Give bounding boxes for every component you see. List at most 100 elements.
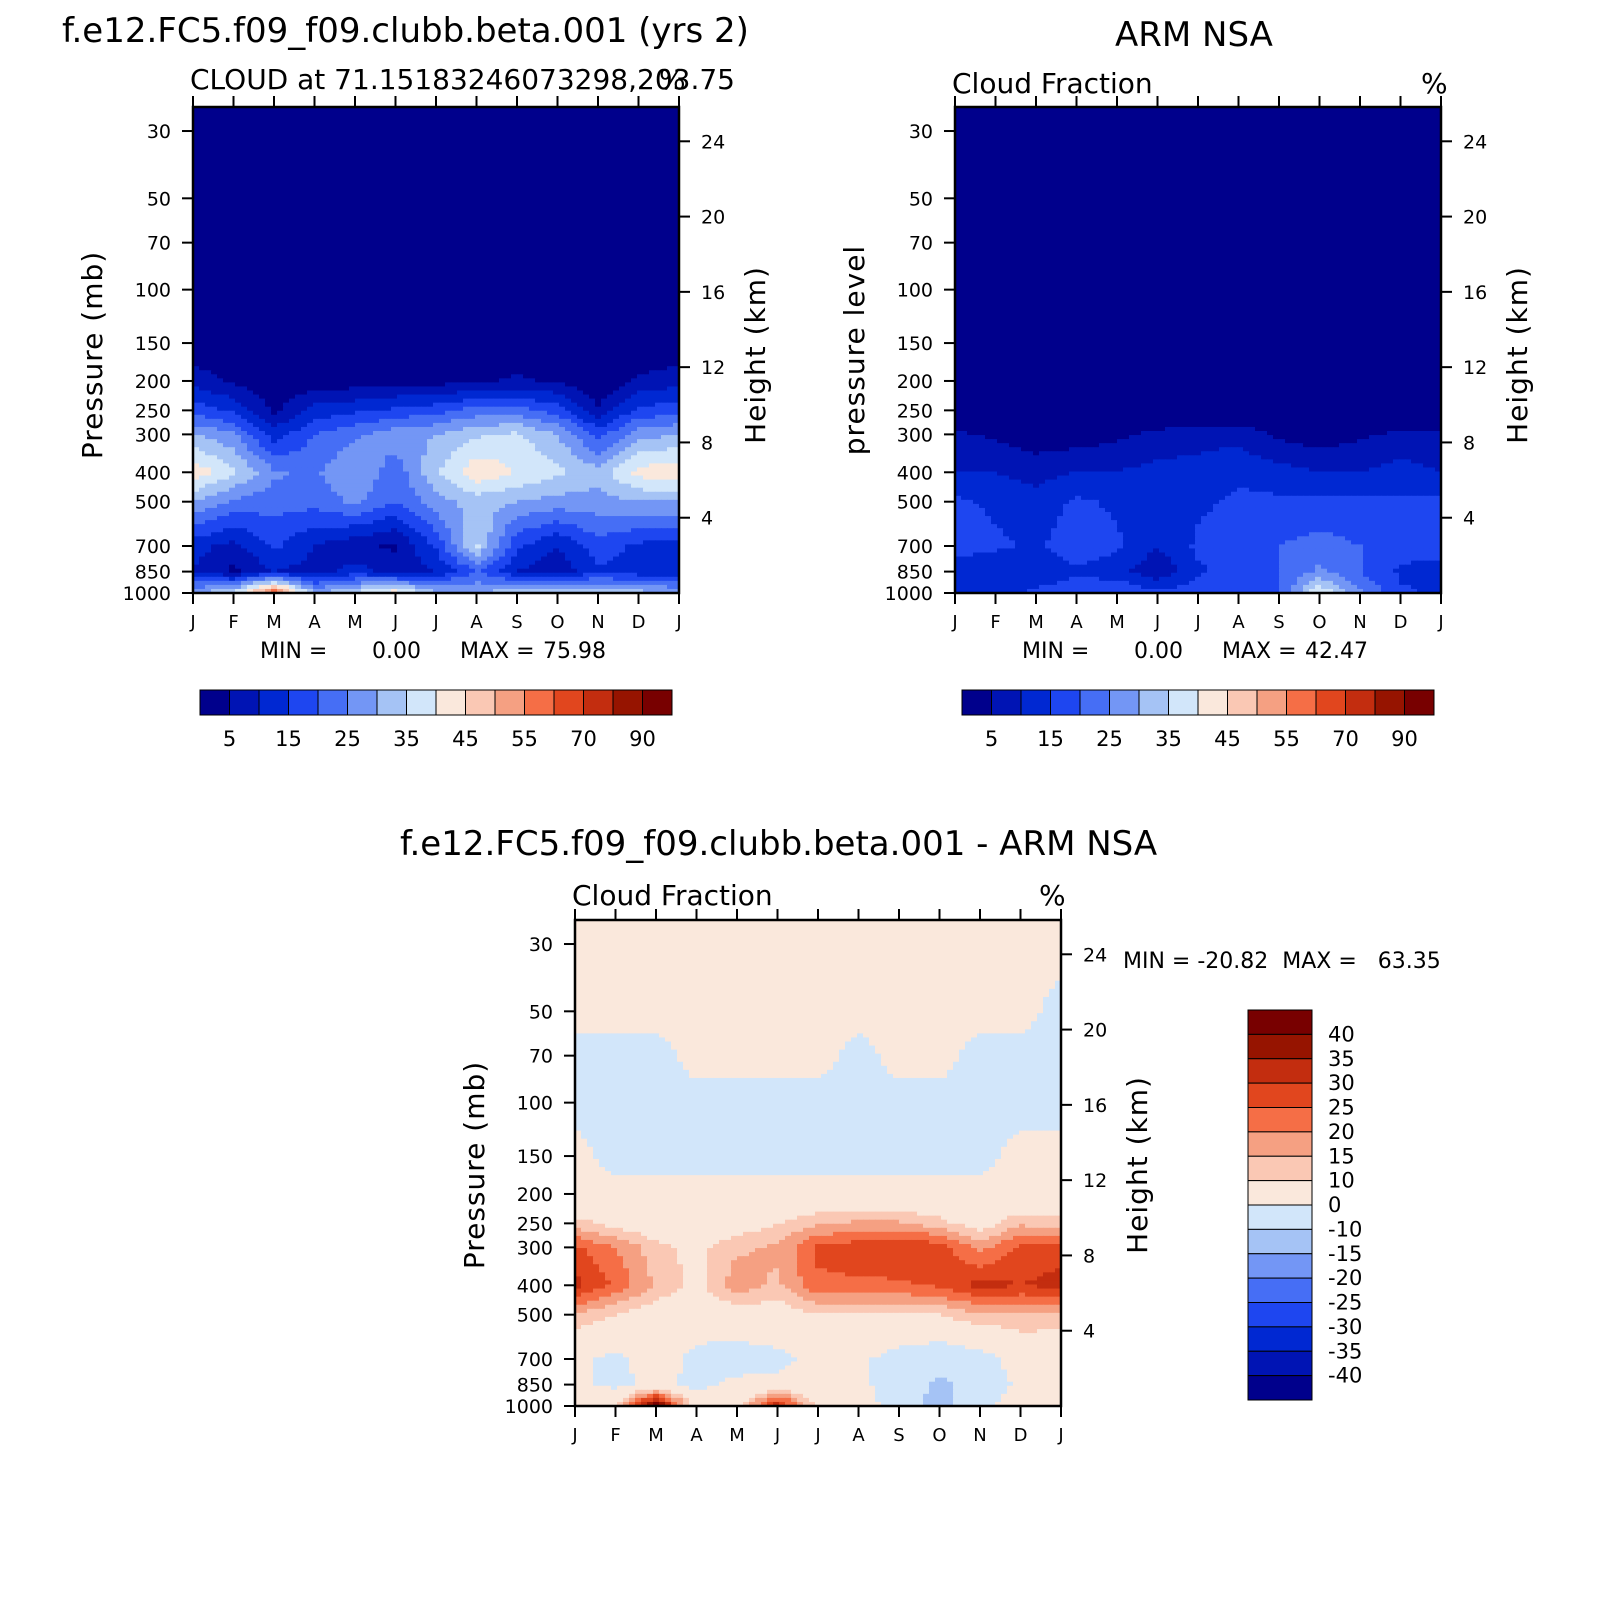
model-cell: [535, 236, 542, 242]
model-cell: [577, 345, 584, 351]
model-cell: [577, 163, 584, 169]
model-cell: [469, 236, 476, 242]
model-cell: [319, 131, 326, 136]
model-cell: [193, 183, 200, 189]
model-cell: [313, 297, 320, 302]
model-cell: [205, 127, 212, 132]
model-cell: [211, 159, 218, 165]
model-cell: [349, 212, 356, 217]
model-cell: [289, 171, 296, 177]
model-cell: [457, 281, 464, 286]
model-cell: [667, 220, 674, 226]
model-cell: [427, 317, 434, 323]
model-cell: [451, 354, 458, 359]
model-cell: [235, 345, 242, 351]
model-cell: [433, 309, 440, 315]
model-cell: [589, 305, 596, 311]
model-cell: [661, 337, 668, 343]
model-cell: [337, 163, 344, 169]
model-cell: [439, 337, 446, 343]
model-cell: [583, 345, 590, 351]
model-cell: [391, 305, 398, 311]
model-cell: [265, 321, 272, 327]
model-cell: [367, 224, 374, 230]
model-cell: [469, 317, 476, 323]
model-cell: [385, 317, 392, 323]
model-cell: [385, 143, 392, 149]
model-cell: [367, 208, 374, 213]
model-cell: [529, 155, 536, 161]
model-cell: [325, 337, 332, 343]
model-cell: [337, 107, 344, 112]
model-cell: [649, 293, 656, 298]
model-cell: [475, 321, 482, 327]
model-cell: [451, 115, 458, 120]
model-cell: [547, 159, 554, 165]
model-cell: [193, 329, 200, 335]
model-cell: [295, 119, 302, 124]
model-cell: [199, 179, 206, 185]
model-cell: [295, 252, 302, 258]
model-cell: [487, 119, 494, 124]
model-cell: [421, 325, 428, 331]
model-cell: [511, 350, 518, 355]
model-cell: [409, 175, 416, 181]
model-cell: [583, 236, 590, 242]
model-cell: [625, 285, 632, 290]
model-cell: [361, 171, 368, 177]
model-cell: [229, 260, 236, 266]
model-cell: [325, 301, 332, 307]
model-cell: [421, 297, 428, 302]
model-cell: [325, 159, 332, 165]
model-cell: [511, 131, 518, 136]
model-cell: [481, 147, 488, 153]
model-cell: [517, 232, 524, 238]
model-cell: [643, 167, 650, 173]
model-cell: [541, 163, 548, 169]
model-cell: [559, 212, 566, 217]
model-cell: [565, 232, 572, 238]
model-cell: [319, 143, 326, 149]
model-cell: [619, 111, 626, 116]
model-cell: [589, 224, 596, 230]
model-cell: [535, 204, 542, 209]
model-cell: [373, 269, 380, 274]
model-cell: [619, 333, 626, 339]
model-cell: [217, 127, 224, 132]
model-cell: [673, 171, 679, 177]
model-cell: [553, 179, 560, 185]
model-cell: [661, 244, 668, 250]
model-cell: [595, 317, 602, 323]
model-cell: [451, 333, 458, 339]
model-cell: [595, 196, 602, 201]
model-cell: [553, 175, 560, 181]
model-cell: [649, 244, 656, 250]
model-cell: [643, 337, 650, 343]
model-cell: [499, 127, 506, 132]
model-cell: [493, 159, 500, 165]
model-cell: [607, 143, 614, 149]
model-cell: [367, 204, 374, 209]
model-cell: [457, 183, 464, 189]
model-cell: [643, 131, 650, 136]
model-cell: [595, 127, 602, 132]
model-cell: [319, 281, 326, 286]
model-cell: [391, 273, 398, 278]
model-cell: [397, 325, 404, 331]
model-cell: [385, 155, 392, 161]
model-cell: [235, 260, 242, 266]
model-cell: [451, 151, 458, 157]
model-cell: [625, 139, 632, 145]
model-cell: [475, 119, 482, 124]
model-cell: [565, 256, 572, 262]
model-cell: [283, 277, 290, 282]
model-cell: [313, 171, 320, 177]
model-cell: [301, 192, 308, 197]
model-cell: [217, 337, 224, 343]
model-cell: [535, 297, 542, 302]
model-cell: [433, 220, 440, 226]
model-cell: [355, 127, 362, 132]
model-cell: [313, 188, 320, 193]
model-cell: [325, 281, 332, 286]
model-cell: [541, 256, 548, 262]
